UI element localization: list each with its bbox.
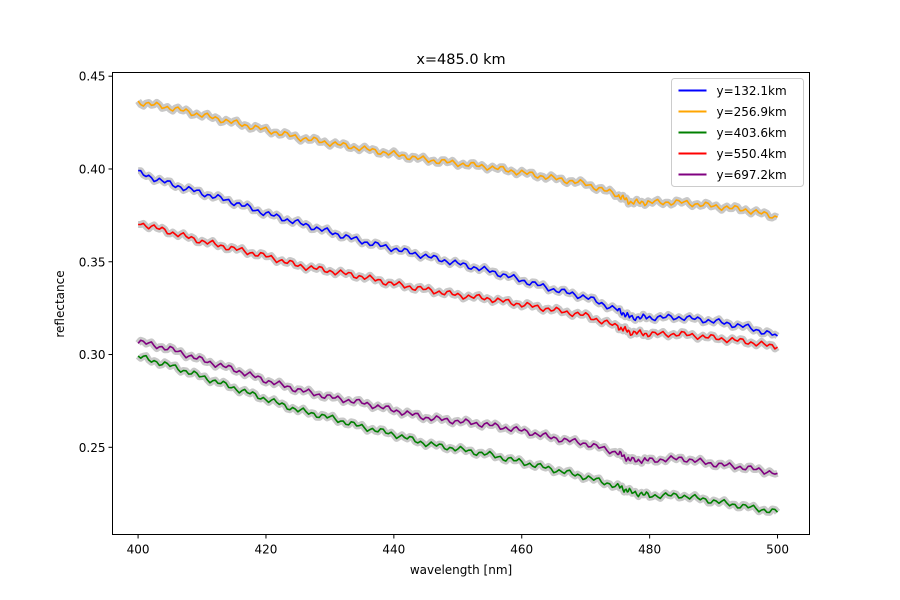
legend-label: y=697.2km bbox=[717, 168, 787, 182]
x-tick-label: 440 bbox=[382, 543, 405, 557]
y-tick-label: 0.30 bbox=[79, 348, 106, 362]
series-lines bbox=[137, 100, 779, 514]
legend-label: y=132.1km bbox=[717, 84, 787, 98]
chart-title: x=485.0 km bbox=[416, 52, 505, 68]
y-tick-label: 0.35 bbox=[79, 255, 106, 269]
series-line bbox=[138, 169, 778, 337]
y-tick-label: 0.40 bbox=[79, 162, 106, 176]
plot-frame bbox=[112, 72, 810, 535]
legend-label: y=550.4km bbox=[717, 147, 787, 161]
x-tick-label: 420 bbox=[255, 543, 278, 557]
x-tick-label: 500 bbox=[766, 543, 789, 557]
legend-label: y=256.9km bbox=[717, 105, 787, 119]
series-line bbox=[137, 354, 779, 514]
x-tick-label: 460 bbox=[510, 543, 533, 557]
series-line bbox=[137, 100, 778, 219]
y-tick-label: 0.45 bbox=[79, 70, 106, 84]
legend-label: y=403.6km bbox=[717, 126, 787, 140]
legend: y=132.1km y=256.9km y=403.6km y=550.4km y=69… bbox=[671, 78, 804, 187]
y-axis: 0.25 0.30 0.35 0.40 0.45 bbox=[79, 70, 113, 455]
y-axis-label: reflectance bbox=[53, 270, 67, 337]
x-axis: 400 420 440 460 480 500 bbox=[127, 534, 789, 557]
x-tick-label: 480 bbox=[638, 543, 661, 557]
legend-box bbox=[671, 78, 804, 187]
y-tick-label: 0.25 bbox=[79, 441, 106, 455]
series-line bbox=[137, 339, 778, 475]
x-tick-label: 400 bbox=[127, 543, 150, 557]
x-axis-label: wavelength [nm] bbox=[410, 563, 512, 577]
series-line bbox=[138, 222, 778, 350]
